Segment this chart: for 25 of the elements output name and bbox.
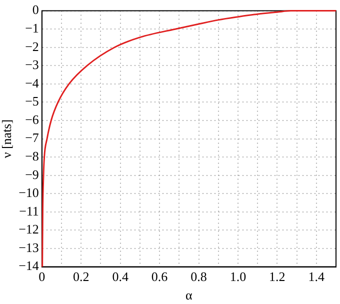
y-axis-title: ν [nats] <box>0 119 14 158</box>
y-tick-label: −10 <box>18 185 39 200</box>
y-tick-label: −5 <box>25 94 39 109</box>
x-tick-label: 0.6 <box>151 269 168 284</box>
x-tick-label: 0.8 <box>190 269 207 284</box>
y-tick-label: −7 <box>25 130 40 146</box>
y-tick-label: −11 <box>19 203 39 218</box>
y-tick-label: −12 <box>18 222 39 237</box>
y-tick-label: −6 <box>25 112 40 127</box>
x-axis-title: α <box>186 288 193 303</box>
y-tick-label: −2 <box>25 38 39 54</box>
y-tick-label: −14 <box>18 258 40 274</box>
y-tick-label: 0 <box>32 2 39 18</box>
x-tick-label: 1.0 <box>230 269 246 284</box>
y-tick-label: −4 <box>25 75 40 90</box>
y-tick-label: −9 <box>25 166 39 182</box>
x-tick-label: 1.4 <box>308 269 326 284</box>
y-tick-label: −8 <box>25 148 39 164</box>
y-tick-label: −13 <box>18 240 39 255</box>
x-tick-label: 0.4 <box>112 269 129 284</box>
x-tick-label: 0.2 <box>73 269 90 284</box>
y-tick-label: −1 <box>25 20 39 36</box>
y-tick-label: −3 <box>25 57 39 72</box>
x-tick-label: 1.2 <box>269 269 286 284</box>
line-series <box>42 10 337 268</box>
